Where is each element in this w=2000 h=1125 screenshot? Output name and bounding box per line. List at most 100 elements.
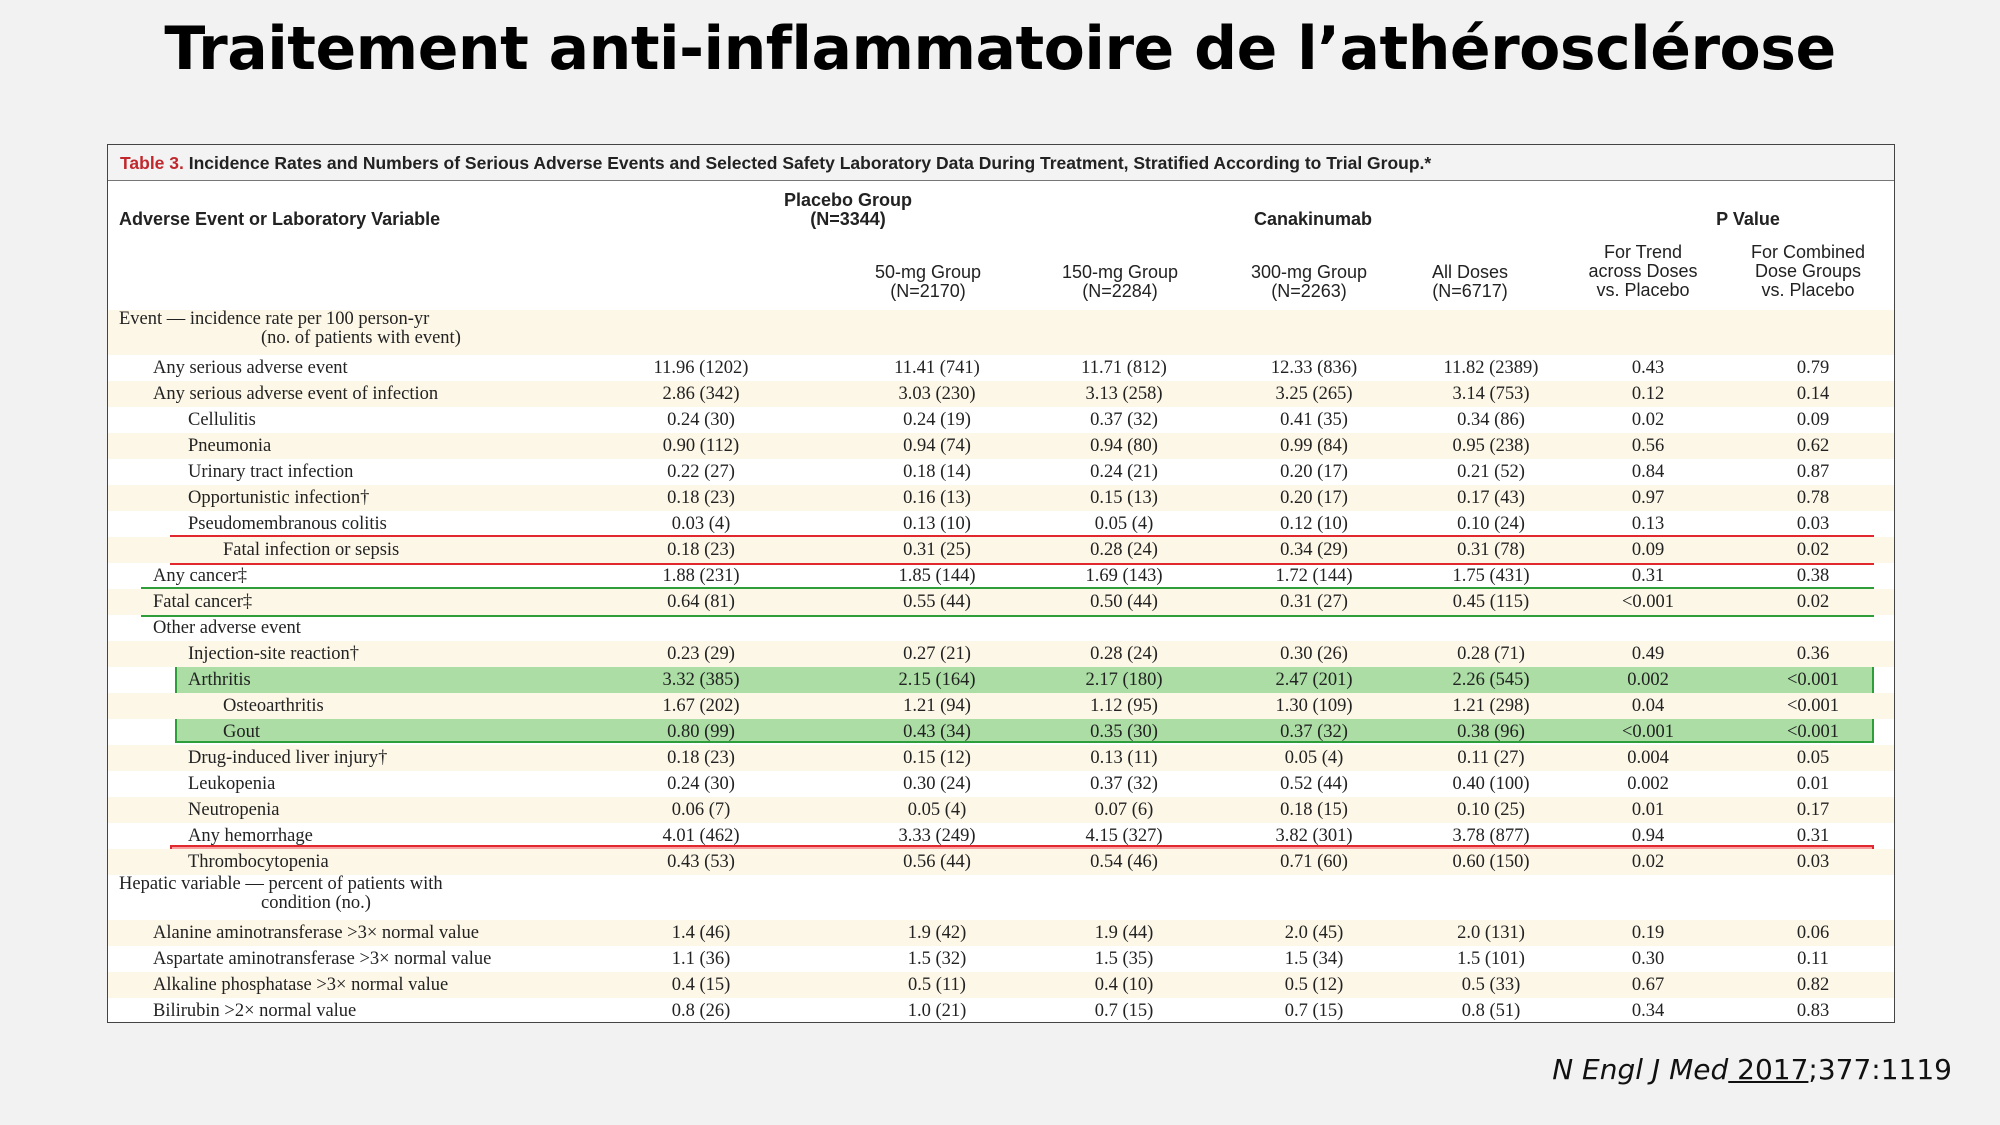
table-caption: Table 3. Incidence Rates and Numbers of …: [108, 145, 1894, 181]
cell-g50: 0.5 (11): [908, 975, 966, 995]
cell-g50: 0.27 (21): [903, 644, 971, 664]
cell-comb: 0.78: [1796, 488, 1830, 508]
table-row: Thrombocytopenia 0.43 (53) 0.56 (44) 0.54 (…: [108, 849, 1894, 875]
cell-g50: 0.43 (34): [903, 722, 971, 742]
cell-g150: 0.4 (10): [1094, 975, 1154, 995]
cell-placebo: 1.67 (202): [662, 696, 740, 716]
header-trend-line3: vs. Placebo: [1596, 280, 1690, 300]
cell-g150: 0.13 (11): [1090, 748, 1158, 768]
cell-g50: 0.13 (10): [903, 514, 971, 534]
cell-g150: 0.35 (30): [1090, 722, 1158, 742]
header-50mg-title: 50-mg Group: [874, 262, 982, 282]
cell-comb: 0.62: [1796, 436, 1830, 456]
cell-trend: 0.43: [1631, 358, 1665, 378]
cell-all: 0.11 (27): [1457, 748, 1525, 768]
cell-placebo: 11.96 (1202): [653, 358, 749, 378]
slide-title: Traitement anti-inflammatoire de l’athér…: [164, 14, 1836, 84]
cell-all: 0.60 (150): [1452, 852, 1530, 872]
cell-g300: 3.25 (265): [1275, 384, 1353, 404]
cell-trend: 0.67: [1631, 975, 1665, 995]
table-caption-text: Incidence Rates and Numbers of Serious A…: [183, 153, 1432, 173]
cell-g300: 12.33 (836): [1270, 358, 1358, 378]
cell-comb: <0.001: [1786, 670, 1840, 690]
cell-g300: 0.30 (26): [1280, 644, 1348, 664]
adverse-events-table: Table 3. Incidence Rates and Numbers of …: [107, 144, 1895, 1023]
table-row: Fatal cancer‡ 0.64 (81) 0.55 (44) 0.50 (44)…: [108, 589, 1894, 615]
cell-all: 0.40 (100): [1452, 774, 1530, 794]
table-row: Alkaline phosphatase >3× normal value 0.4…: [108, 972, 1894, 998]
cell-trend: 0.13: [1631, 514, 1665, 534]
cell-g50: 0.94 (74): [903, 436, 971, 456]
table-row: Opportunistic infection† 0.18 (23) 0.16 (1…: [108, 485, 1894, 511]
citation-year: 2017: [1728, 1053, 1809, 1086]
cell-comb: 0.03: [1796, 852, 1830, 872]
cell-placebo: 0.23 (29): [667, 644, 735, 664]
cell-g300: 0.31 (27): [1280, 592, 1348, 612]
cell-all: 0.95 (238): [1452, 436, 1530, 456]
header-combined-line3: vs. Placebo: [1761, 280, 1855, 300]
header-placebo-title: Placebo Group: [783, 190, 913, 210]
cell-g50: 1.21 (94): [903, 696, 971, 716]
cell-g50: 3.33 (249): [898, 826, 976, 846]
cell-placebo: 0.64 (81): [667, 592, 735, 612]
cell-placebo: 0.06 (7): [671, 800, 731, 820]
cell-placebo: 0.43 (53): [667, 852, 735, 872]
cell-placebo: 0.18 (23): [667, 748, 735, 768]
cell-g50: 1.9 (42): [907, 923, 967, 943]
cell-g150: 0.37 (32): [1090, 410, 1158, 430]
cell-g300: 0.52 (44): [1280, 774, 1348, 794]
header-canakinumab: Canakinumab: [1253, 209, 1373, 229]
cell-placebo: 0.90 (112): [662, 436, 740, 456]
cell-trend: 0.30: [1631, 949, 1665, 969]
section-hepatic-line1: Hepatic variable — percent of patients w…: [119, 874, 443, 894]
header-300mg-title: 300-mg Group: [1250, 262, 1368, 282]
table-row: Neutropenia 0.06 (7) 0.05 (4) 0.07 (6) 0.18 …: [108, 797, 1894, 823]
cell-g50: 0.31 (25): [903, 540, 971, 560]
section-event-line1: Event — incidence rate per 100 person-yr: [119, 309, 430, 329]
cell-g50: 1.5 (32): [907, 949, 967, 969]
row-label: Any serious adverse event: [153, 358, 348, 378]
cell-comb: 0.06: [1796, 923, 1830, 943]
cell-g300: 0.5 (12): [1284, 975, 1344, 995]
row-label: Pseudomembranous colitis: [188, 514, 387, 534]
cell-g300: 0.18 (15): [1280, 800, 1348, 820]
cell-comb: <0.001: [1786, 696, 1840, 716]
table-row: Any serious adverse event of infection 2.…: [108, 381, 1894, 407]
cell-g300: 1.72 (144): [1275, 566, 1353, 586]
cell-placebo: 0.18 (23): [667, 488, 735, 508]
cell-trend: <0.001: [1621, 592, 1675, 612]
cell-g150: 0.28 (24): [1090, 644, 1158, 664]
cell-g50: 0.18 (14): [903, 462, 971, 482]
cell-all: 0.8 (51): [1461, 1001, 1521, 1021]
cell-g150: 0.07 (6): [1094, 800, 1154, 820]
row-label: Cellulitis: [188, 410, 256, 430]
table-row: Any hemorrhage 4.01 (462) 3.33 (249) 4.15 (…: [108, 823, 1894, 849]
cell-placebo: 0.03 (4): [671, 514, 731, 534]
cell-g50: 1.85 (144): [898, 566, 976, 586]
cell-comb: 0.17: [1796, 800, 1830, 820]
cell-g150: 0.37 (32): [1090, 774, 1158, 794]
cell-g50: 0.56 (44): [903, 852, 971, 872]
cell-all: 0.21 (52): [1457, 462, 1525, 482]
cell-g150: 0.7 (15): [1094, 1001, 1154, 1021]
row-label: Any hemorrhage: [188, 826, 313, 846]
table-row: Drug-induced liver injury† 0.18 (23) 0.15 …: [108, 745, 1894, 771]
row-label: Any serious adverse event of infection: [153, 384, 439, 404]
header-300mg: 300-mg Group (N=2263): [1209, 263, 1409, 301]
cell-g150: 0.24 (21): [1090, 462, 1158, 482]
cell-g50: 0.15 (12): [903, 748, 971, 768]
header-trend-line2: across Doses: [1588, 261, 1698, 281]
header-p-value: P Value: [1716, 209, 1780, 229]
table-row: Any cancer‡ 1.88 (231) 1.85 (144) 1.69 (143…: [108, 563, 1894, 589]
cell-g150: 11.71 (812): [1081, 358, 1167, 378]
cell-g150: 0.94 (80): [1090, 436, 1158, 456]
table-row: Bilirubin >2× normal value 0.8 (26) 1.0 (2…: [108, 998, 1894, 1024]
cell-g300: 0.7 (15): [1284, 1001, 1344, 1021]
cell-g50: 0.24 (19): [903, 410, 971, 430]
row-label: Thrombocytopenia: [188, 852, 329, 872]
cell-g300: 1.5 (34): [1284, 949, 1344, 969]
header-150mg-n: (N=2284): [1082, 281, 1158, 301]
cell-g300: 0.99 (84): [1280, 436, 1348, 456]
cell-trend: 0.12: [1631, 384, 1665, 404]
table-row: Arthritis 3.32 (385) 2.15 (164) 2.17 (180) 2…: [108, 667, 1894, 693]
